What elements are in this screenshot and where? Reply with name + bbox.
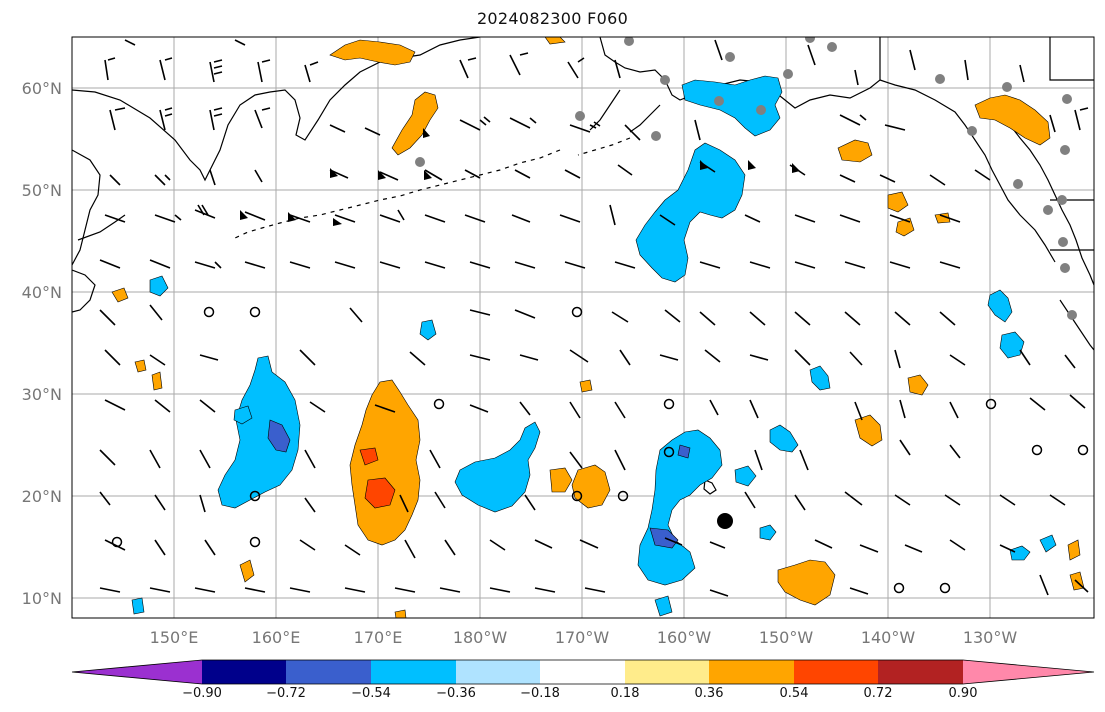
- marker-dot: [717, 513, 733, 529]
- map-title: 2024082300 F060: [476, 9, 629, 28]
- lon-label: 130°W: [963, 628, 1018, 647]
- lon-label: 150°E: [150, 628, 199, 647]
- colorbar-segment: [202, 660, 286, 684]
- lat-label: 60°N: [22, 79, 62, 98]
- calm-wind-circles: [111, 306, 1089, 594]
- colorbar: [71, 659, 1095, 685]
- longitude-labels: 150°E 160°E 170°E 180°W 170°W 160°W 150°…: [150, 628, 1018, 647]
- colorbar-tick-label: 0.54: [780, 686, 809, 701]
- latitude-labels: 60°N 50°N 40°N 30°N 20°N 10°N: [22, 79, 62, 608]
- colorbar-segment: [709, 660, 794, 684]
- lon-label: 140°W: [861, 628, 916, 647]
- negative-contours: [131, 75, 1057, 617]
- colorbar-segment: [625, 660, 709, 684]
- colorbar-tick-label: 0.36: [695, 686, 724, 701]
- map-border: [71, 36, 1095, 619]
- colorbar-tick-label: −0.18: [520, 686, 560, 701]
- lat-label: 10°N: [22, 589, 62, 608]
- colorbar-segment: [286, 660, 371, 684]
- lon-label: 170°E: [354, 628, 403, 647]
- colorbar-segment: [456, 660, 540, 684]
- colorbar-labels: −0.90 −0.72 −0.54 −0.36 −0.18 0.18 0.36 …: [182, 686, 977, 701]
- colorbar-tick-label: 0.72: [864, 686, 893, 701]
- colorbar-tick-label: −0.36: [436, 686, 476, 701]
- colorbar-tick-label: −0.72: [266, 686, 306, 701]
- lat-label: 40°N: [22, 283, 62, 302]
- lon-label: 160°E: [252, 628, 301, 647]
- lat-label: 30°N: [22, 385, 62, 404]
- colorbar-segment: [794, 660, 878, 684]
- grid-lines: [72, 37, 1094, 618]
- wind-pennants: [240, 128, 800, 226]
- colorbar-tick-label: 0.90: [949, 686, 978, 701]
- colorbar-segment: [72, 660, 202, 684]
- lat-label: 50°N: [22, 181, 62, 200]
- lon-label: 170°W: [555, 628, 610, 647]
- lon-label: 160°W: [657, 628, 712, 647]
- colorbar-segment: [878, 660, 963, 684]
- station-dots: [415, 37, 1077, 320]
- colorbar-outline: [71, 659, 1095, 685]
- wind-barbs: [99, 39, 1089, 597]
- colorbar-segment: [963, 660, 1094, 684]
- colorbar-segment: [371, 660, 456, 684]
- map-area: [72, 37, 1094, 618]
- lat-label: 20°N: [22, 487, 62, 506]
- colorbar-tick-label: −0.90: [182, 686, 222, 701]
- colorbar-tick-label: −0.54: [351, 686, 391, 701]
- colorbar-segment: [540, 660, 625, 684]
- lon-label: 150°W: [759, 628, 814, 647]
- colorbar-tick-label: 0.18: [611, 686, 640, 701]
- lon-label: 180°W: [453, 628, 508, 647]
